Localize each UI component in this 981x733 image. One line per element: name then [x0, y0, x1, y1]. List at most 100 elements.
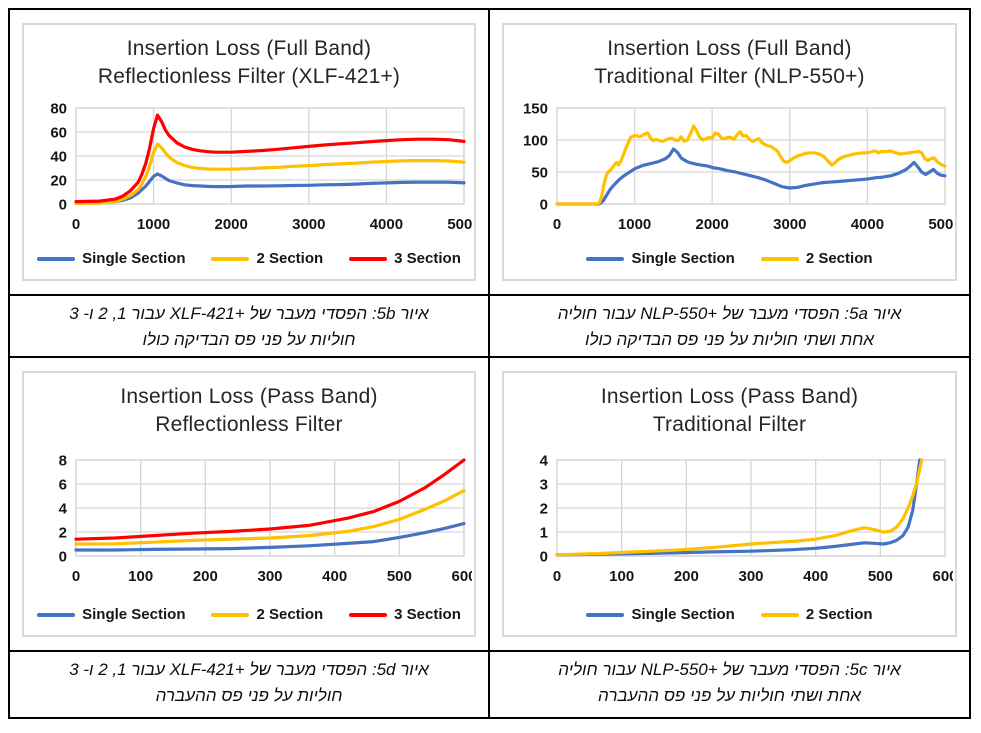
x-axis-tick-label: 3000 [773, 216, 806, 233]
y-axis-tick-label: 1 [539, 525, 547, 542]
legend-line-swatch [760, 612, 799, 617]
x-axis-tick-label: 400 [803, 568, 828, 585]
chart-title: Insertion Loss (Pass Band) Reflectionles… [120, 383, 377, 438]
chart-title-line-1: Insertion Loss (Full Band) [126, 37, 372, 60]
chart-legend: Single Section 2 Section [586, 606, 873, 623]
y-axis-tick-label: 0 [59, 549, 67, 566]
legend-item-single-section: Single Section [586, 250, 735, 267]
x-axis-tick-label: 500 [387, 568, 412, 585]
chart-full-band-traditional: Insertion Loss (Full Band) Traditional F… [502, 23, 957, 281]
y-axis-tick-label: 150 [522, 101, 547, 118]
chart-title-line-1: Insertion Loss (Pass Band) [120, 385, 378, 408]
chart-pass-band-traditional: Insertion Loss (Pass Band) Traditional F… [502, 371, 957, 637]
legend-line-swatch [211, 256, 250, 261]
x-axis-tick-label: 200 [673, 568, 698, 585]
legend-label: 2 Section [805, 606, 873, 623]
legend-line-swatch [211, 612, 250, 617]
legend-line-swatch [349, 612, 388, 617]
legend-item-2-section: 2 Section [211, 606, 323, 623]
chart-legend: Single Section 2 Section [586, 250, 873, 267]
line-plot: 0 20 40 60 80 0 1000 2000 3000 4000 5000 [50, 101, 472, 234]
legend-label: 3 Section [394, 250, 461, 267]
chart-title-line-1: Insertion Loss (Full Band) [607, 37, 852, 60]
y-axis-tick-label: 8 [59, 453, 67, 470]
legend-line-swatch [37, 256, 76, 261]
chart-panel-full-band-traditional: Insertion Loss (Full Band) Traditional F… [490, 10, 969, 296]
chart-title-line-2: Reflectionless Filter (XLF-421+) [97, 64, 401, 88]
x-axis-tick-label: 400 [322, 568, 347, 585]
legend-item-single-section: Single Section [586, 606, 735, 623]
x-axis-tick-label: 300 [257, 568, 282, 585]
line-plot: 0 2 4 6 8 0 100 200 300 400 500 600 [59, 453, 472, 586]
x-axis-tick-label: 0 [72, 568, 80, 585]
legend-label: Single Section [82, 250, 186, 267]
chart-panel-full-band-reflectionless: Insertion Loss (Full Band) Reflectionles… [10, 10, 490, 296]
chart-title-line-2: Traditional Filter [652, 412, 807, 436]
legend-label: Single Section [631, 606, 735, 623]
figure-table: Insertion Loss (Full Band) Reflectionles… [8, 8, 971, 719]
legend-line-swatch [37, 612, 76, 617]
x-axis-tick-label: 500 [867, 568, 892, 585]
x-axis-tick-label: 100 [128, 568, 153, 585]
y-axis-tick-label: 3 [539, 477, 547, 494]
legend-label: 2 Section [256, 250, 324, 267]
legend-item-2-section: 2 Section [211, 250, 323, 267]
chart-legend: Single Section 2 Section 3 Section [37, 250, 461, 267]
y-axis-tick-label: 4 [59, 501, 68, 518]
chart-pass-band-reflectionless: Insertion Loss (Pass Band) Reflectionles… [22, 371, 476, 637]
x-axis-tick-label: 0 [552, 568, 560, 585]
x-axis-tick-label: 2000 [215, 216, 248, 233]
y-axis-tick-label: 100 [522, 133, 547, 150]
caption-figure-5c: איור 5c: הפסדי מעבר של NLP-550+‎ עבור חו… [490, 652, 969, 717]
legend-item-3-section: 3 Section [349, 606, 461, 623]
x-axis-tick-label: 600 [451, 568, 472, 585]
x-axis-tick-label: 600 [932, 568, 953, 585]
y-axis-tick-label: 0 [539, 549, 547, 566]
legend-line-swatch [586, 256, 625, 261]
legend-label: 3 Section [394, 606, 461, 623]
chart-full-band-reflectionless: Insertion Loss (Full Band) Reflectionles… [22, 23, 476, 281]
y-axis-tick-label: 60 [50, 125, 67, 142]
x-axis-tick-label: 200 [193, 568, 218, 585]
caption-figure-5d: איור 5d: הפסדי מעבר של XLF-421+‎ עבור 1,… [10, 652, 490, 717]
y-axis-tick-label: 50 [531, 165, 548, 182]
legend-line-swatch [349, 256, 388, 261]
legend-item-single-section: Single Section [37, 250, 185, 267]
legend-label: 2 Section [805, 250, 873, 267]
legend-label: Single Section [82, 606, 186, 623]
chart-panel-pass-band-reflectionless: Insertion Loss (Pass Band) Reflectionles… [10, 358, 490, 652]
chart-title-line-2: Traditional Filter (NLP-550+) [594, 64, 865, 88]
x-axis-tick-label: 0 [72, 216, 80, 233]
line-plot: 0 50 100 150 0 1000 2000 3000 4000 5000 [522, 101, 953, 234]
caption-line-2: אחת ושתי חוליות על פני פס ההעברה [598, 685, 861, 705]
chart-title: Insertion Loss (Full Band) Reflectionles… [98, 35, 400, 90]
caption-figure-5a: איור 5a: הפסדי מעבר של NLP-550+‎ עבור חו… [490, 296, 969, 358]
x-axis-tick-label: 4000 [850, 216, 883, 233]
x-axis-tick-label: 2000 [695, 216, 728, 233]
caption-line-2: חוליות על פני פס ההעברה [155, 685, 343, 705]
y-axis-tick-label: 20 [50, 173, 67, 190]
chart-title-line-1: Insertion Loss (Pass Band) [600, 385, 859, 408]
y-axis-tick-label: 4 [539, 453, 548, 470]
x-axis-tick-label: 5000 [928, 216, 953, 233]
x-axis-tick-label: 0 [552, 216, 560, 233]
caption-line-1: איור 5b: הפסדי מעבר של XLF-421+‎ עבור 1,… [69, 304, 429, 323]
x-axis-tick-label: 3000 [292, 216, 325, 233]
y-axis-tick-label: 40 [50, 149, 67, 166]
caption-line-1: איור 5d: הפסדי מעבר של XLF-421+‎ עבור 1,… [69, 660, 429, 679]
y-axis-tick-label: 0 [59, 197, 67, 214]
legend-line-swatch [586, 612, 625, 617]
caption-line-1: איור 5a: הפסדי מעבר של NLP-550+‎ עבור חו… [557, 304, 902, 323]
caption-line-1: איור 5c: הפסדי מעבר של NLP-550+‎ עבור חו… [558, 660, 901, 679]
chart-title-line-2: Reflectionless Filter [155, 412, 343, 436]
line-plot: 0 1 2 3 4 0 100 200 300 400 500 600 [539, 453, 953, 586]
y-axis-tick-label: 6 [59, 477, 67, 494]
caption-line-2: אחת ושתי חוליות על פני פס הבדיקה כולו [584, 329, 874, 349]
legend-item-single-section: Single Section [37, 606, 185, 623]
y-axis-tick-label: 2 [539, 501, 547, 518]
x-axis-tick-label: 5000 [447, 216, 472, 233]
legend-item-2-section: 2 Section [760, 250, 873, 267]
y-axis-tick-label: 0 [539, 197, 547, 214]
legend-label: 2 Section [256, 606, 324, 623]
chart-title: Insertion Loss (Pass Band) Traditional F… [601, 383, 858, 438]
